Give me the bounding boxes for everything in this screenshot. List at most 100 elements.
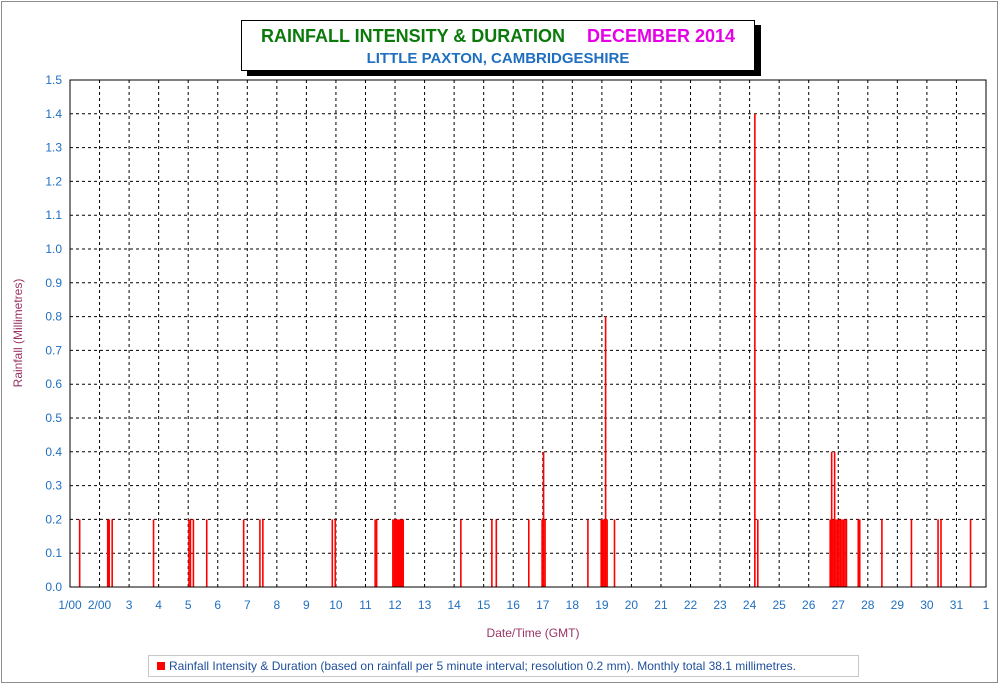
title-box: RAINFALL INTENSITY & DURATION DECEMBER 20… bbox=[241, 20, 755, 71]
x-tick-label: 30 bbox=[920, 598, 934, 612]
rainfall-bar bbox=[528, 519, 530, 587]
x-tick-label: 29 bbox=[891, 598, 905, 612]
y-tick-label: 1.2 bbox=[45, 174, 62, 188]
rainfall-bar bbox=[910, 519, 913, 587]
rainfall-bars bbox=[78, 113, 972, 588]
rainfall-bar bbox=[402, 519, 405, 587]
rainfall-bar bbox=[108, 519, 111, 587]
x-tick-label: 2/00 bbox=[88, 598, 112, 612]
x-tick-label: 24 bbox=[743, 598, 757, 612]
rainfall-bar bbox=[833, 451, 836, 587]
rainfall-bar bbox=[374, 519, 376, 587]
x-tick-label: 12 bbox=[388, 598, 402, 612]
plot-area-border bbox=[69, 79, 987, 588]
y-tick-label: 1.5 bbox=[45, 73, 62, 87]
rainfall-bar bbox=[396, 519, 399, 587]
rainfall-bar bbox=[544, 519, 546, 587]
x-tick-label: 3 bbox=[126, 598, 133, 612]
y-tick-label: 0.6 bbox=[45, 377, 62, 391]
rainfall-bar bbox=[375, 519, 378, 587]
y-tick-label: 0.7 bbox=[45, 343, 62, 357]
rainfall-bar bbox=[542, 451, 545, 587]
rainfall-bar bbox=[400, 519, 403, 587]
y-tick-label: 0.2 bbox=[45, 512, 62, 526]
y-tick-label: 1.0 bbox=[45, 242, 62, 256]
x-tick-label: 14 bbox=[447, 598, 461, 612]
x-tick-label: 8 bbox=[273, 598, 280, 612]
rainfall-bar bbox=[881, 519, 883, 587]
x-axis-label: Date/Time (GMT) bbox=[486, 626, 580, 640]
rainfall-bar bbox=[841, 519, 843, 587]
x-tick-label: 11 bbox=[359, 598, 372, 612]
rainfall-bar bbox=[106, 519, 109, 587]
rainfall-bar bbox=[491, 519, 493, 587]
x-tick-label: 5 bbox=[185, 598, 192, 612]
x-tick-label: 27 bbox=[832, 598, 846, 612]
rainfall-bar bbox=[858, 519, 861, 587]
rainfall-bar bbox=[836, 519, 839, 587]
chart-title-month: DECEMBER 2014 bbox=[586, 26, 736, 46]
rainfall-bar bbox=[393, 519, 396, 587]
x-tick-label: 6 bbox=[214, 598, 221, 612]
x-tick-label: 31 bbox=[950, 598, 964, 612]
x-tick-label: 9 bbox=[303, 598, 310, 612]
chart-subtitle: LITTLE PAXTON, CAMBRIDGESHIRE bbox=[366, 50, 630, 67]
x-tick-label: 18 bbox=[566, 598, 580, 612]
rainfall-bar bbox=[111, 519, 113, 587]
rainfall-bar bbox=[757, 519, 759, 587]
rainfall-bar bbox=[334, 519, 337, 587]
x-tick-labels: 1/00 2/00 3 4 5 6 7 8 9 10 11 12 13 14 15 16 17 18 19 20 21 2… bbox=[58, 598, 989, 612]
x-tick-label: 19 bbox=[595, 598, 609, 612]
rainfall-bar bbox=[839, 519, 842, 587]
rainfall-bar bbox=[541, 519, 543, 587]
rainfall-bar bbox=[600, 519, 602, 587]
rainfall-bar bbox=[845, 519, 848, 587]
y-tick-label: 1.1 bbox=[45, 208, 62, 222]
rainfall-bar bbox=[606, 519, 608, 587]
x-tick-label: 15 bbox=[477, 598, 491, 612]
y-tick-label: 0.1 bbox=[45, 546, 62, 560]
rainfall-bar bbox=[603, 519, 605, 587]
rainfall-bar bbox=[399, 519, 402, 587]
rainfall-bar bbox=[242, 519, 245, 587]
rainfall-bar bbox=[189, 519, 192, 587]
legend: Rainfall Intensity & Duration (based on … bbox=[148, 655, 859, 677]
x-tick-label: 1 bbox=[983, 598, 990, 612]
rainfall-bar bbox=[857, 519, 860, 587]
rainfall-bar bbox=[937, 519, 939, 587]
rainfall-bar bbox=[397, 519, 400, 587]
rainfall-bar bbox=[460, 519, 462, 587]
rainfall-bar bbox=[844, 519, 846, 587]
rainfall-bar bbox=[835, 519, 837, 587]
y-tick-label: 0.8 bbox=[45, 310, 62, 324]
rainfall-bar bbox=[392, 519, 394, 587]
rainfall-bar bbox=[754, 113, 756, 588]
rainfall-bar bbox=[829, 519, 831, 587]
rainfall-bar bbox=[205, 519, 208, 587]
rainfall-bar bbox=[331, 519, 334, 587]
x-tick-label: 20 bbox=[625, 598, 639, 612]
rainfall-bar bbox=[604, 316, 607, 587]
rainfall-bar bbox=[832, 519, 834, 587]
x-tick-label: 25 bbox=[772, 598, 786, 612]
y-tick-label: 0.0 bbox=[45, 580, 62, 594]
x-tick-label: 21 bbox=[654, 598, 668, 612]
rainfall-bar bbox=[613, 519, 616, 587]
x-tick-label: 13 bbox=[418, 598, 432, 612]
rainfall-bar bbox=[78, 519, 81, 587]
chart-title: RAINFALL INTENSITY & DURATION bbox=[260, 26, 565, 46]
y-tick-label: 1.4 bbox=[45, 107, 62, 121]
y-tick-label: 0.9 bbox=[45, 276, 62, 290]
grid-lines bbox=[70, 80, 986, 587]
y-axis-label: Rainfall (Millimetres) bbox=[11, 278, 25, 388]
rainfall-bar bbox=[192, 519, 195, 587]
rainfall-bar bbox=[259, 519, 261, 587]
rainfall-bar bbox=[601, 519, 604, 587]
title-line: RAINFALL INTENSITY & DURATION DECEMBER 20… bbox=[242, 26, 754, 47]
x-tick-label: 23 bbox=[713, 598, 727, 612]
rainfall-bar bbox=[838, 519, 840, 587]
rainfall-bar bbox=[495, 519, 498, 587]
y-tick-label: 0.5 bbox=[45, 411, 62, 425]
x-tick-label: 10 bbox=[329, 598, 343, 612]
